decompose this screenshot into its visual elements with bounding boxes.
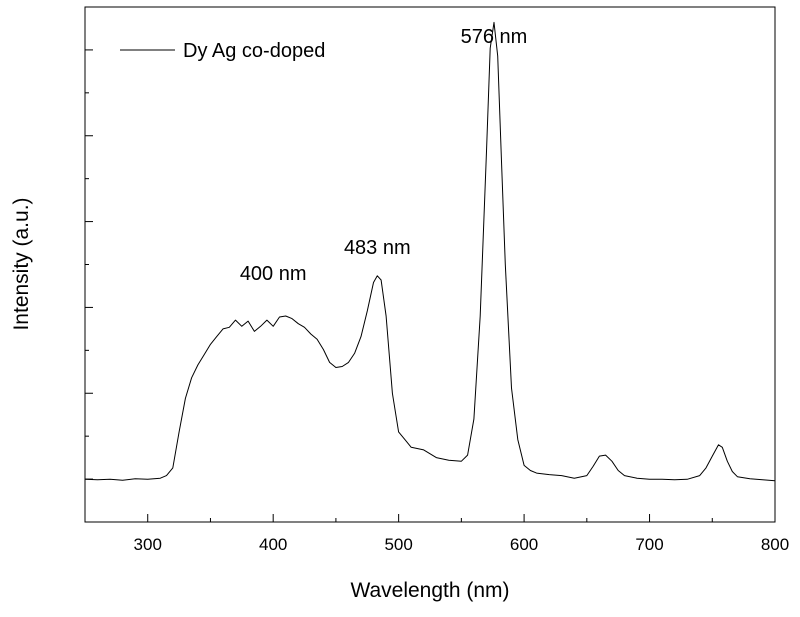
y-axis-ticks — [85, 6, 93, 523]
x-tick-label: 300 — [134, 535, 162, 554]
peak-annotations: 400 nm 483 nm 576 nm — [240, 26, 528, 285]
x-tick-label: 700 — [635, 535, 663, 554]
x-tick-label: 600 — [510, 535, 538, 554]
spectrum-series-line — [84, 21, 776, 482]
legend: Dy Ag co-doped — [120, 40, 325, 62]
peak-label: 576 nm — [461, 26, 528, 48]
legend-label: Dy Ag co-doped — [183, 40, 325, 62]
x-tick-label: 800 — [761, 535, 789, 554]
plot-frame — [84, 6, 776, 523]
peak-label: 400 nm — [240, 263, 307, 285]
series-layer — [84, 21, 776, 482]
x-tick-label: 500 — [384, 535, 412, 554]
x-tick-label: 400 — [259, 535, 287, 554]
peak-label: 483 nm — [344, 237, 411, 259]
x-axis-ticks: 300 400 500 600 700 800 — [84, 514, 789, 554]
y-axis-label: Intensity (a.u.) — [10, 197, 33, 330]
x-axis-label: Wavelength (nm) — [350, 579, 509, 602]
